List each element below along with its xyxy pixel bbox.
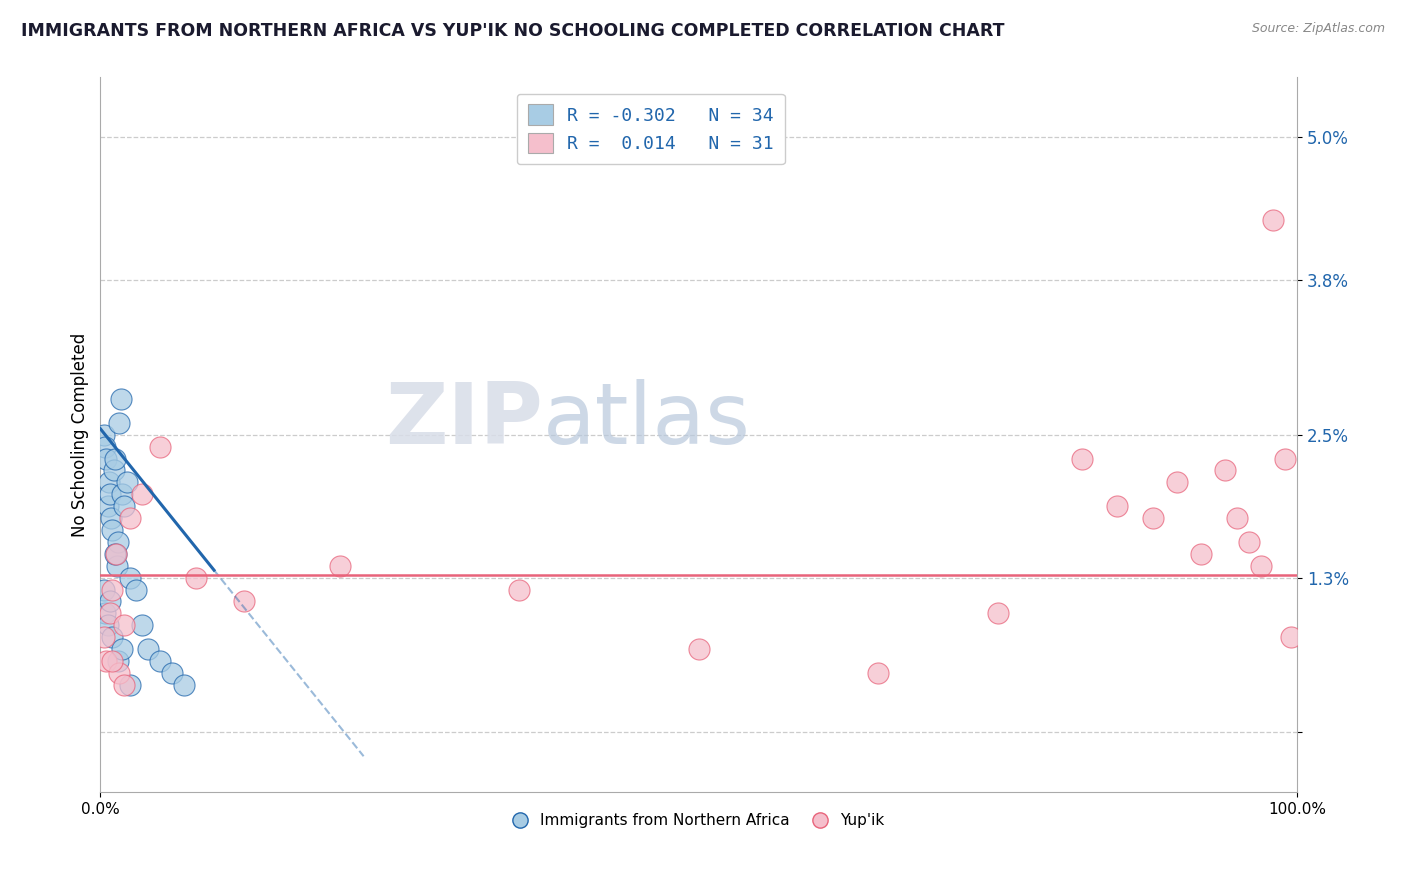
Point (136, 642, 159, 657)
Point (120, 571, 142, 585)
Point (96, 654, 118, 668)
Point (184, 571, 207, 585)
Point (97, 475, 120, 490)
Point (107, 654, 129, 668)
Point (1189, 547, 1212, 561)
Point (98, 594, 121, 608)
Point (93, 582, 115, 597)
Point (120, 678, 142, 692)
Point (125, 582, 148, 597)
Point (1213, 463, 1236, 477)
Point (508, 582, 530, 597)
Point (1142, 511, 1164, 525)
Point (688, 642, 710, 657)
Point (110, 392, 132, 406)
Point (112, 618, 135, 632)
Point (105, 558, 128, 573)
Point (112, 678, 135, 692)
Point (173, 678, 195, 692)
Point (149, 654, 172, 668)
Point (94, 440, 117, 454)
Point (1226, 511, 1249, 525)
Point (1250, 558, 1272, 573)
Point (98, 487, 121, 501)
Point (93, 427, 115, 442)
Point (1166, 475, 1188, 490)
Text: IMMIGRANTS FROM NORTHERN AFRICA VS YUP'IK NO SCHOOLING COMPLETED CORRELATION CHA: IMMIGRANTS FROM NORTHERN AFRICA VS YUP'I… (21, 22, 1005, 40)
Text: ZIP: ZIP (385, 379, 543, 462)
Point (1274, 451, 1296, 466)
Point (101, 582, 124, 597)
Point (329, 558, 352, 573)
Point (93, 630, 115, 644)
Point (868, 665, 890, 680)
Point (98, 607, 121, 621)
Text: Source: ZipAtlas.com: Source: ZipAtlas.com (1251, 22, 1385, 36)
Point (101, 654, 124, 668)
Point (1107, 499, 1129, 513)
Point (107, 534, 129, 549)
Point (103, 463, 125, 477)
Point (96, 451, 118, 466)
Point (131, 487, 153, 501)
Point (115, 475, 138, 490)
Point (233, 594, 256, 608)
Point (108, 665, 131, 680)
Point (1237, 534, 1260, 549)
Point (987, 607, 1010, 621)
Point (101, 630, 124, 644)
Point (111, 487, 134, 501)
Point (111, 642, 134, 657)
Point (1261, 213, 1284, 227)
Point (1070, 451, 1092, 466)
Point (94, 607, 117, 621)
Point (104, 451, 127, 466)
Point (104, 547, 127, 561)
Point (160, 665, 183, 680)
Point (100, 511, 122, 525)
Y-axis label: No Schooling Completed: No Schooling Completed (72, 333, 89, 537)
Point (101, 523, 124, 537)
Point (120, 511, 142, 525)
Point (149, 440, 172, 454)
Point (96, 618, 118, 632)
Text: atlas: atlas (543, 379, 751, 462)
Point (108, 416, 131, 430)
Point (104, 547, 127, 561)
Point (96, 499, 118, 513)
Legend: Immigrants from Northern Africa, Yup'ik: Immigrants from Northern Africa, Yup'ik (506, 807, 890, 834)
Point (104, 547, 127, 561)
Point (131, 618, 153, 632)
Point (1279, 630, 1302, 644)
Point (112, 499, 135, 513)
